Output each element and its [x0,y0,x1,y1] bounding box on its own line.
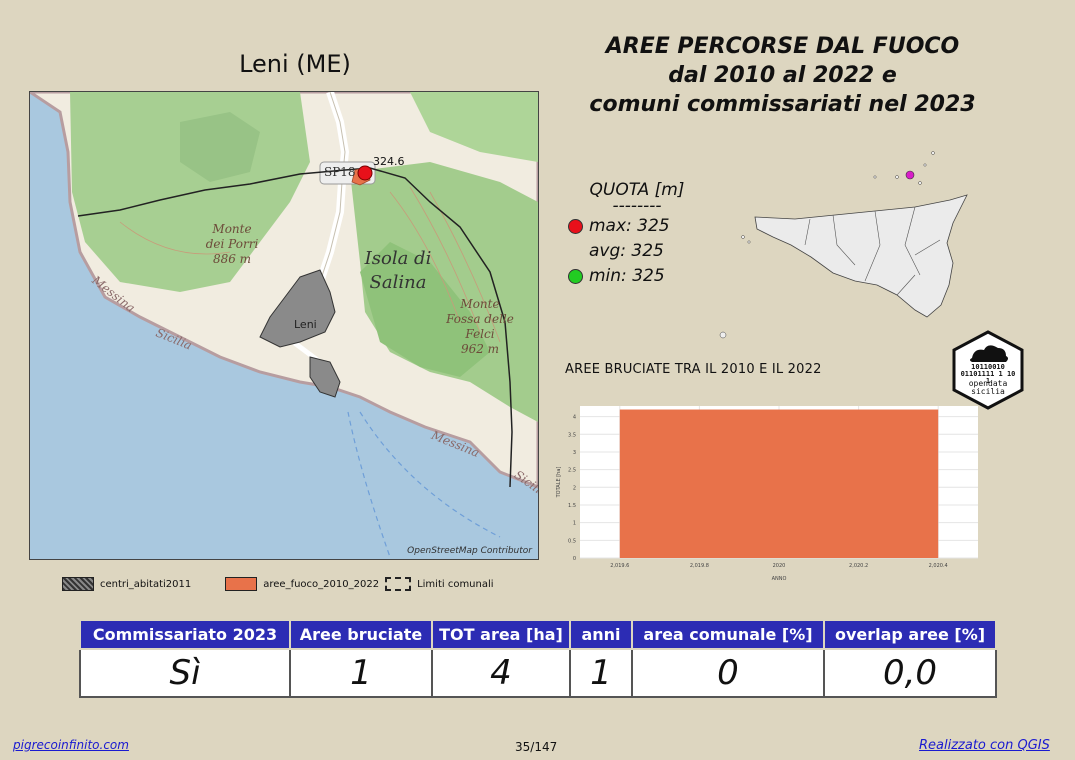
legend-label-fire: aree_fuoco_2010_2022 [263,578,380,590]
x-tick-label: 2,020.4 [929,563,948,569]
logo-bits: 10110010 01101111 1 10 1 [960,363,1016,385]
quota-max: max: 325 [589,216,670,236]
sicily-locator-map [719,151,968,339]
x-tick-label: 2,019.8 [690,563,709,569]
quota-separator: -------- [612,196,662,216]
peak-marker-label: 324.6 [373,155,405,168]
footer-qgis-link[interactable]: Realizzato con QGIS [919,738,1050,753]
village-label: Leni [294,318,317,331]
fossa-label-2: Fossa delle [446,312,514,326]
x-tick-label: 2,019.6 [610,563,629,569]
legend-swatch-fire [225,577,258,591]
y-tick-label: 1 [573,521,576,527]
opendata-sicilia-logo: 10110010 01101111 1 10 1 opendata sicili… [952,330,1024,414]
title-line-1: AREE PERCORSE DAL FUOCO [605,34,960,59]
header-commissariato: Commissariato 2023 [79,619,291,650]
header-tot-area: TOT area [ha] [431,619,571,650]
min-dot-icon [568,269,583,284]
value-tot-area: 4 [431,648,571,698]
logo-text-1: opendata [968,379,1008,388]
legend-swatch-limits [385,577,412,591]
value-area-comunale: 0 [631,648,825,698]
header-area-comunale: area comunale [%] [631,619,825,650]
value-commissariato: Sì [79,648,291,698]
x-tick-label: 2,020.2 [849,563,868,569]
y-axis-label: TOTALE [ha] [556,467,562,499]
y-tick-label: 3 [573,450,576,456]
map-view[interactable]: SP18 324.6 Monte dei Porri 886 m Isola d… [29,91,539,560]
header-overlap: overlap aree [%] [823,619,997,650]
quota-title: QUOTA [m] [589,180,685,200]
x-axis-label: ANNO [772,576,787,582]
stats-header-row: Commissariato 2023 Aree bruciate TOT are… [79,619,997,650]
isola-label-2: Salina [369,272,427,293]
quota-avg: avg: 325 [589,241,664,261]
logo-text-2: sicilia [971,387,1005,396]
y-tick-label: 4 [573,415,576,421]
bar-2020 [619,409,939,558]
fossa-label-4: 962 m [460,342,500,356]
stats-table: Commissariato 2023 Aree bruciate TOT are… [79,619,997,698]
fossa-label-3: Felci [465,327,495,341]
porri-label-2: dei Porri [205,237,259,251]
stats-value-row: Sì 1 4 1 0 0,0 [79,648,997,698]
quota-min: min: 325 [589,266,665,286]
y-tick-label: 0.5 [568,538,576,544]
road-label: SP18 [324,165,356,179]
fossa-label-1: Monte [460,297,500,311]
header-aree-bruciate: Aree bruciate [289,619,433,650]
isola-label-1: Isola di [364,248,432,269]
quota-block: QUOTA [m] -------- max: 325 avg: 325 min… [562,180,712,289]
value-aree-bruciate: 1 [289,648,433,698]
legend-label-centri: centri_abitati2011 [100,578,192,590]
burned-area-chart: 0 0.5 1 1.5 2 2.5 3 3.5 4 2,019.6 2,019.8 2020 2,020… [556,406,978,582]
y-tick-label: 1.5 [568,503,576,509]
map-legend: centri_abitati2011 aree_fuoco_2010_2022 … [62,577,494,591]
main-title: AREE PERCORSE DAL FUOCO dal 2010 al 2022… [560,32,1005,119]
header-anni: anni [569,619,633,650]
value-anni: 1 [569,648,633,698]
osm-credit: OpenStreetMap Contributor [407,546,532,556]
x-tick-label: 2020 [773,563,786,569]
porri-label-3: 886 m [212,252,252,266]
chart-title: AREE BRUCIATE TRA IL 2010 E IL 2022 [565,362,822,377]
y-tick-label: 3.5 [568,432,576,438]
footer-site-link[interactable]: pigrecoinfinito.com [13,738,129,752]
map-title: Leni (ME) [239,50,351,78]
footer-page-number: 35/147 [515,740,558,754]
title-line-3: comuni commissariati nel 2023 [589,92,976,117]
leni-location-marker [905,170,915,180]
y-tick-label: 0 [573,556,576,562]
max-dot-icon [568,219,583,234]
legend-swatch-centri [62,577,94,591]
value-overlap: 0,0 [823,648,997,698]
title-line-2: dal 2010 al 2022 e [668,63,897,88]
y-tick-label: 2.5 [568,468,576,474]
legend-label-limits: Limiti comunali [417,578,494,590]
porri-label-1: Monte [212,222,252,236]
y-tick-label: 2 [573,485,576,491]
map-canvas [30,92,538,559]
